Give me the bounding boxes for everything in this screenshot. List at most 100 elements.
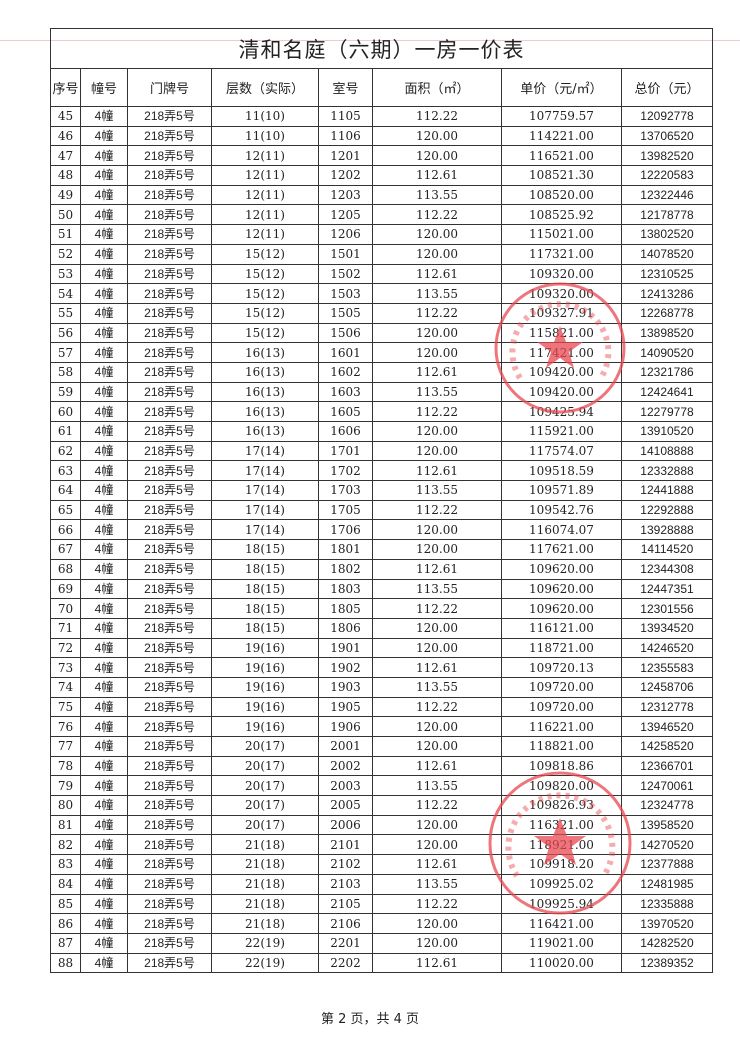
cell-area: 120.00	[372, 243, 502, 265]
cell-area: 113.55	[372, 873, 502, 895]
cell-address: 218弄5号	[127, 519, 212, 541]
cell-seq: 57	[50, 342, 81, 363]
cell-room: 2002	[318, 755, 373, 777]
column-header-room: 室号	[318, 68, 373, 107]
cell-room: 2102	[318, 854, 373, 875]
cell-building: 4幢	[80, 401, 128, 422]
cell-address: 218弄5号	[127, 932, 212, 954]
cell-building: 4幢	[80, 932, 128, 954]
cell-unit-price: 109620.00	[501, 558, 622, 580]
cell-seq: 54	[50, 283, 81, 304]
cell-unit-price: 109420.00	[501, 361, 622, 383]
cell-unit-price: 116321.00	[501, 814, 622, 836]
cell-area: 120.00	[372, 637, 502, 659]
cell-total-price: 12292888	[621, 499, 713, 521]
cell-total-price: 12355583	[621, 657, 713, 678]
cell-room: 1805	[318, 598, 373, 619]
cell-total-price: 12092778	[621, 106, 713, 127]
cell-room: 2001	[318, 736, 373, 757]
cell-total-price: 14108888	[621, 440, 713, 462]
cell-seq: 59	[50, 381, 81, 403]
table-row: 61 4幢 218弄5号 16(13) 1606 120.00 115921.00 13910…	[50, 421, 713, 442]
cell-building: 4幢	[80, 893, 128, 915]
cell-building: 4幢	[80, 381, 128, 403]
cell-address: 218弄5号	[127, 952, 212, 974]
cell-unit-price: 108520.00	[501, 184, 622, 206]
cell-room: 1506	[318, 322, 373, 344]
cell-unit-price: 109620.00	[501, 598, 622, 619]
table-body: 45 4幢 218弄5号 11(10) 1105 112.22 107759.57 12092…	[50, 106, 713, 974]
cell-total-price: 12377888	[621, 854, 713, 875]
cell-building: 4幢	[80, 440, 128, 462]
cell-area: 113.55	[372, 578, 502, 600]
cell-floor: 21(18)	[211, 854, 319, 875]
cell-address: 218弄5号	[127, 795, 212, 816]
column-header-unit-price: 单价（元/㎡）	[501, 68, 622, 107]
cell-room: 2103	[318, 873, 373, 895]
cell-floor: 20(17)	[211, 795, 319, 816]
cell-building: 4幢	[80, 736, 128, 757]
cell-address: 218弄5号	[127, 106, 212, 127]
cell-area: 112.22	[372, 204, 502, 226]
cell-room: 1703	[318, 480, 373, 501]
cell-total-price: 13934520	[621, 617, 713, 639]
cell-area: 112.61	[372, 854, 502, 875]
cell-total-price: 14270520	[621, 834, 713, 856]
cell-building: 4幢	[80, 795, 128, 816]
cell-room: 2201	[318, 932, 373, 954]
cell-address: 218弄5号	[127, 499, 212, 521]
cell-total-price: 12324778	[621, 795, 713, 816]
page-footer: 第 2 页，共 4 页	[320, 1012, 420, 1027]
cell-unit-price: 109720.13	[501, 657, 622, 678]
cell-seq: 62	[50, 440, 81, 462]
cell-floor: 21(18)	[211, 913, 319, 934]
cell-area: 113.55	[372, 283, 502, 304]
column-header-address: 门牌号	[127, 68, 212, 107]
cell-building: 4幢	[80, 519, 128, 541]
header-row: 序号 幢号 门牌号 层数（实际） 室号 面积（㎡） 单价（元/㎡） 总价（元）	[50, 68, 713, 107]
cell-total-price: 12413286	[621, 283, 713, 304]
cell-address: 218弄5号	[127, 460, 212, 482]
cell-unit-price: 109320.00	[501, 283, 622, 304]
cell-room: 1902	[318, 657, 373, 678]
cell-building: 4幢	[80, 361, 128, 383]
cell-unit-price: 108525.92	[501, 204, 622, 226]
cell-seq: 51	[50, 224, 81, 245]
cell-room: 1201	[318, 145, 373, 167]
table-row: 77 4幢 218弄5号 20(17) 2001 120.00 118821.00 14258…	[50, 736, 713, 757]
cell-total-price: 12321786	[621, 361, 713, 383]
cell-total-price: 12441888	[621, 480, 713, 501]
cell-area: 112.22	[372, 795, 502, 816]
cell-room: 1705	[318, 499, 373, 521]
cell-floor: 18(15)	[211, 617, 319, 639]
cell-room: 1901	[318, 637, 373, 659]
cell-area: 112.22	[372, 893, 502, 915]
cell-floor: 12(11)	[211, 184, 319, 206]
cell-address: 218弄5号	[127, 184, 212, 206]
cell-floor: 12(11)	[211, 224, 319, 245]
cell-floor: 18(15)	[211, 558, 319, 580]
cell-total-price: 13898520	[621, 322, 713, 344]
cell-seq: 45	[50, 106, 81, 127]
cell-total-price: 12458706	[621, 676, 713, 698]
cell-unit-price: 117421.00	[501, 342, 622, 363]
cell-floor: 16(13)	[211, 401, 319, 422]
cell-area: 112.61	[372, 558, 502, 580]
cell-area: 113.55	[372, 184, 502, 206]
cell-total-price: 12332888	[621, 460, 713, 482]
cell-seq: 85	[50, 893, 81, 915]
cell-room: 2006	[318, 814, 373, 836]
cell-seq: 48	[50, 165, 81, 186]
cell-address: 218弄5号	[127, 598, 212, 619]
table-row: 45 4幢 218弄5号 11(10) 1105 112.22 107759.57 12092…	[50, 106, 713, 127]
cell-floor: 19(16)	[211, 696, 319, 718]
table-row: 72 4幢 218弄5号 19(16) 1901 120.00 118721.00 14246…	[50, 637, 713, 659]
cell-floor: 19(16)	[211, 716, 319, 737]
column-header-floor: 层数（实际）	[211, 68, 319, 107]
cell-seq: 87	[50, 932, 81, 954]
cell-unit-price: 116221.00	[501, 716, 622, 737]
cell-area: 113.55	[372, 480, 502, 501]
cell-unit-price: 109820.00	[501, 775, 622, 797]
cell-area: 120.00	[372, 814, 502, 836]
cell-area: 120.00	[372, 224, 502, 245]
